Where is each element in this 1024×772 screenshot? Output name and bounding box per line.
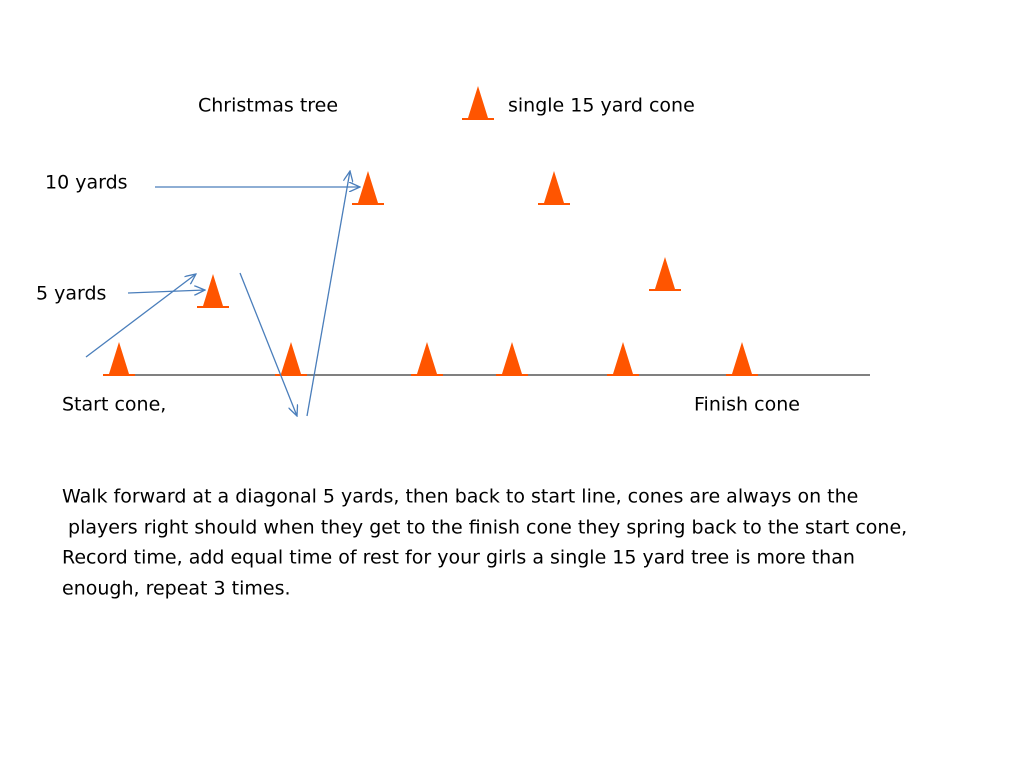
five-yards-label: 5 yards — [36, 283, 106, 305]
description-line: enough, repeat 3 times. — [62, 578, 291, 600]
finish-label: Finish cone — [694, 394, 800, 416]
legend-label: single 15 yard cone — [508, 95, 695, 117]
legend-cone — [461, 85, 495, 120]
start-label: Start cone, — [62, 394, 166, 416]
ten-yards-label: 10 yards — [45, 172, 128, 194]
description-line: Walk forward at a diagonal 5 yards, then… — [62, 486, 858, 508]
title: Christmas tree — [198, 95, 338, 117]
cones — [102, 170, 759, 376]
description-line: Record time, add equal time of rest for … — [62, 547, 855, 569]
arrows — [85, 171, 360, 416]
description-line: players right should when they get to th… — [62, 517, 907, 539]
